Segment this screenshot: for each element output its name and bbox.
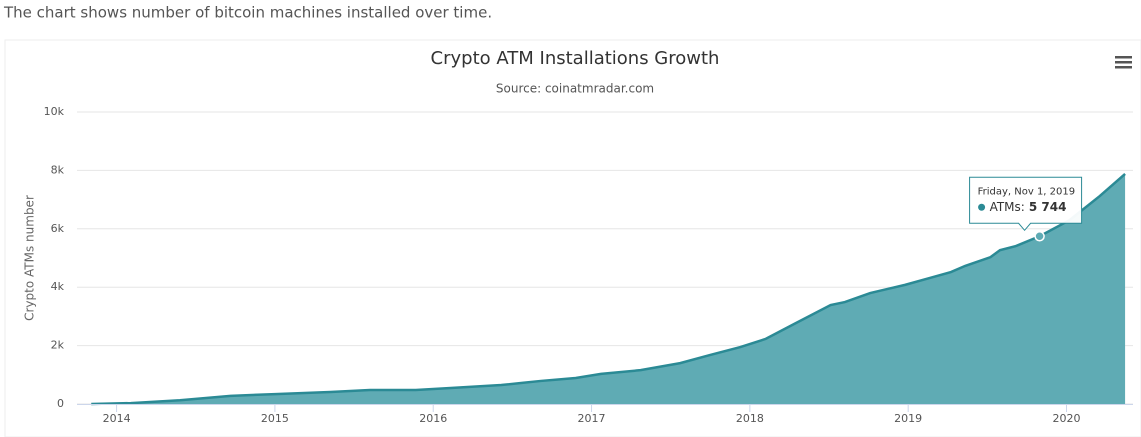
y-tick-label: 4k (51, 280, 65, 293)
y-axis-label: Crypto ATMs number (23, 195, 37, 321)
x-tick-label: 2014 (103, 412, 131, 425)
y-tick-label: 6k (51, 222, 65, 235)
x-tick-label: 2015 (261, 412, 289, 425)
y-tick-label: 8k (51, 163, 65, 176)
y-tick-label: 10k (44, 105, 65, 118)
menu-button[interactable] (1115, 56, 1132, 69)
tooltip-label: ATMs: (990, 200, 1025, 214)
hover-marker (1034, 231, 1045, 242)
x-tick-label: 2019 (894, 412, 922, 425)
x-tick-label: 2016 (419, 412, 447, 425)
y-tick-label: 2k (51, 339, 65, 352)
x-tick-label: 2017 (578, 412, 606, 425)
y-tick-label: 0 (57, 397, 64, 410)
area-fill (91, 173, 1126, 404)
x-tick-label: 2020 (1053, 412, 1081, 425)
chart-subtitle: Source: coinatmradar.com (496, 82, 654, 96)
x-tick-label: 2018 (736, 412, 764, 425)
area-line (91, 172, 1126, 406)
intro: The chart shows number of bitcoin machin… (3, 4, 492, 22)
chart-title: Crypto ATM Installations Growth (431, 48, 720, 69)
tooltip-dot (978, 203, 986, 211)
tooltip-date: Friday, Nov 1, 2019 (978, 186, 1076, 197)
tooltip-box (969, 176, 1083, 232)
tooltip-value: 5 744 (1029, 200, 1067, 214)
